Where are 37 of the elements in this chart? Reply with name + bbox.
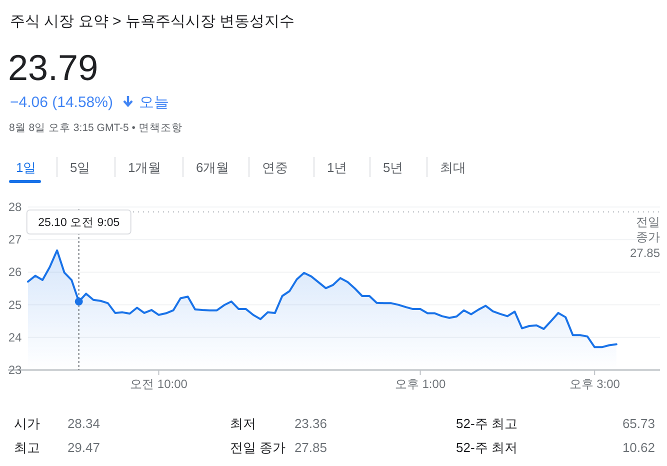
text: 1일 bbox=[16, 160, 36, 175]
text: 6개월 bbox=[196, 160, 230, 175]
text: 오늘 bbox=[139, 94, 169, 111]
text: 28.34 bbox=[67, 416, 100, 431]
annotation: 27.85 bbox=[630, 246, 660, 260]
y-tick-label: 23 bbox=[8, 363, 22, 377]
y-tick-label: 26 bbox=[8, 265, 22, 280]
text: 65.73 bbox=[622, 416, 655, 431]
text: −4.06 (14.58%) bbox=[10, 94, 113, 111]
text: 연중 bbox=[262, 160, 288, 175]
text: 1개월 bbox=[128, 160, 162, 175]
x-tick-label: 오전 10:00 bbox=[130, 377, 188, 391]
x-tick-label: 오후 1:00 bbox=[394, 377, 446, 391]
text: 29.47 bbox=[67, 440, 100, 455]
chart-subtitle: 23.79 bbox=[8, 47, 98, 88]
y-tick-label: 24 bbox=[8, 330, 22, 344]
chart-title: 주식 시장 요약 > 뉴욕주식시장 변동성지수 bbox=[10, 13, 295, 30]
text: 전일 종가 bbox=[230, 440, 286, 455]
ref-line-label: 전일 종가 bbox=[636, 214, 660, 244]
text: 5일 bbox=[70, 160, 90, 175]
x-tick-label: 오후 3:00 bbox=[569, 377, 620, 391]
text: 8월 8일 오후 3:15 GMT-5 • 면책조항 bbox=[9, 122, 182, 134]
y-tick-label: 27 bbox=[8, 232, 22, 247]
text: 27.85 bbox=[294, 440, 327, 455]
text: 5년 bbox=[383, 160, 404, 175]
annotation: 25.10 오전 9:05 bbox=[38, 217, 120, 229]
text: 시가 bbox=[14, 416, 40, 431]
y-tick-label: 28 bbox=[8, 200, 22, 214]
text: 최고 bbox=[14, 440, 40, 455]
text: 52-주 최저 bbox=[456, 440, 518, 455]
text: 52-주 최고 bbox=[456, 416, 518, 431]
text: 최저 bbox=[230, 416, 256, 431]
text: 10.62 bbox=[622, 440, 655, 455]
text: 1년 bbox=[327, 160, 348, 175]
text: 23.36 bbox=[294, 416, 327, 431]
text: 최대 bbox=[440, 160, 466, 175]
y-tick-label: 25 bbox=[8, 298, 22, 312]
